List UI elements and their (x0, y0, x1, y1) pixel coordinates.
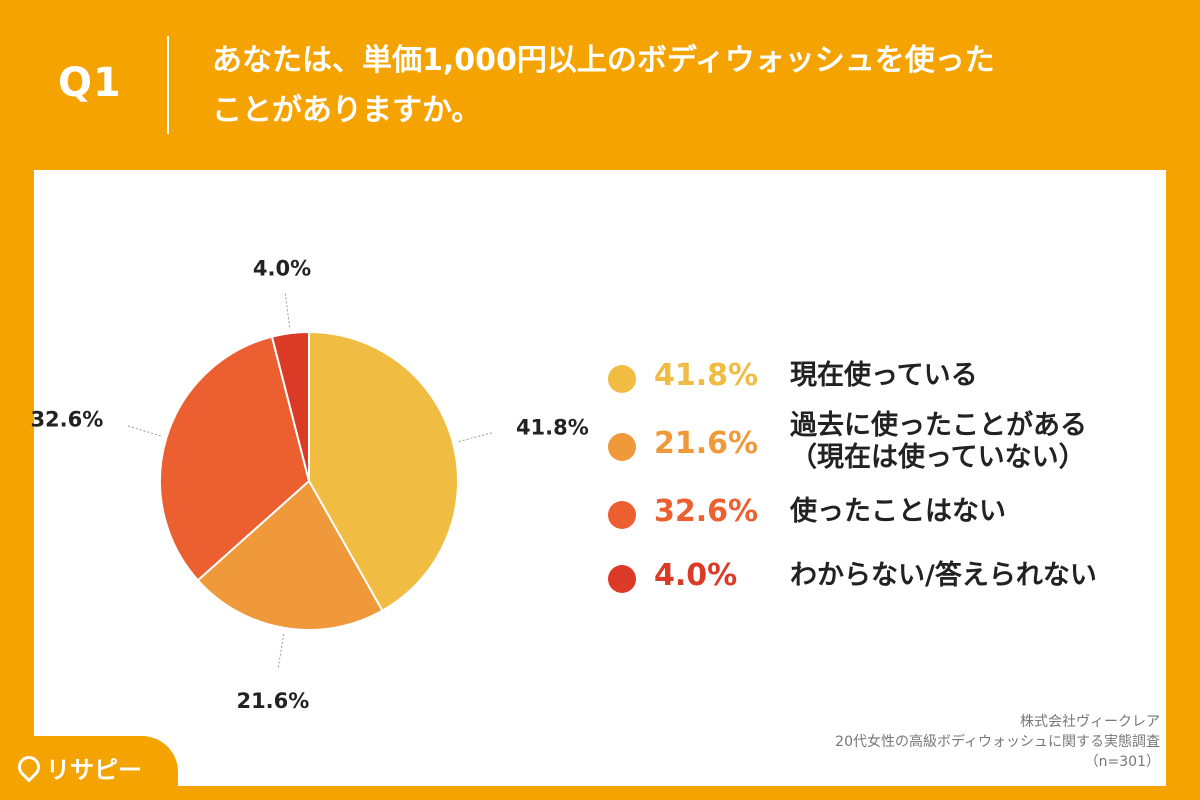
question-text: あなたは、単価1,000円以上のボディウォッシュを使った ことがありますか。 (212, 36, 1152, 136)
question-line-2: ことがありますか。 (212, 93, 482, 128)
data-label-3: 32.6% (30, 407, 103, 431)
legend-percent: 21.6% (654, 426, 759, 461)
pie-slice-1 (308, 330, 459, 613)
legend-label-line-1: わからない/答えられない (790, 560, 1097, 591)
legend-label-line-1: 使ったことはない (790, 496, 1006, 527)
leader-line-2 (277, 633, 285, 668)
sample-size: （n=301） (1084, 754, 1160, 770)
legend-label-line-2: （現在は使っていない） (790, 442, 1086, 473)
leader-line-4 (284, 293, 291, 328)
brand-name: リサピー (46, 756, 142, 784)
question-line-1: あなたは、単価1,000円以上のボディウォッシュを使った (212, 43, 995, 78)
pie-slice-4 (270, 330, 310, 482)
legend-percent: 41.8% (654, 358, 759, 393)
legend-label: 過去に使ったことがある （現在は使っていない） (790, 410, 1087, 474)
legend-dot-icon (608, 365, 636, 393)
legend-label-line-1: 現在使っている (790, 360, 978, 391)
pie-slice-2 (196, 479, 384, 631)
question-number: Q1 (58, 60, 122, 106)
data-label-2: 21.6% (236, 689, 309, 713)
legend-dot-icon (608, 433, 636, 461)
legend-label-line-1: 過去に使ったことがある (790, 410, 1087, 441)
legend-label: 現在使っている (790, 360, 978, 392)
leader-line-3 (128, 425, 161, 437)
legend-label: わからない/答えられない (790, 560, 1097, 592)
leader-line-1 (458, 432, 492, 442)
legend-dot-icon (608, 565, 636, 593)
data-label-1: 41.8% (516, 415, 589, 439)
source-survey: 20代女性の高級ボディウォッシュに関する実態調査 (835, 734, 1160, 750)
legend-percent: 4.0% (654, 558, 738, 593)
source-company: 株式会社ヴィークレア (1020, 714, 1160, 730)
legend-dot-icon (608, 501, 636, 529)
header: Q1 あなたは、単価1,000円以上のボディウォッシュを使った ことがありますか… (0, 0, 1200, 170)
legend-label: 使ったことはない (790, 496, 1006, 528)
source-note: 株式会社ヴィークレア 20代女性の高級ボディウォッシュに関する実態調査 （n=3… (835, 712, 1160, 772)
pie-slice-3 (159, 335, 311, 582)
map-pin-icon (13, 751, 45, 783)
data-label-4: 4.0% (253, 257, 311, 281)
legend-percent: 32.6% (654, 494, 759, 529)
header-divider (167, 36, 169, 134)
brand-logo: リサピー (0, 736, 178, 800)
